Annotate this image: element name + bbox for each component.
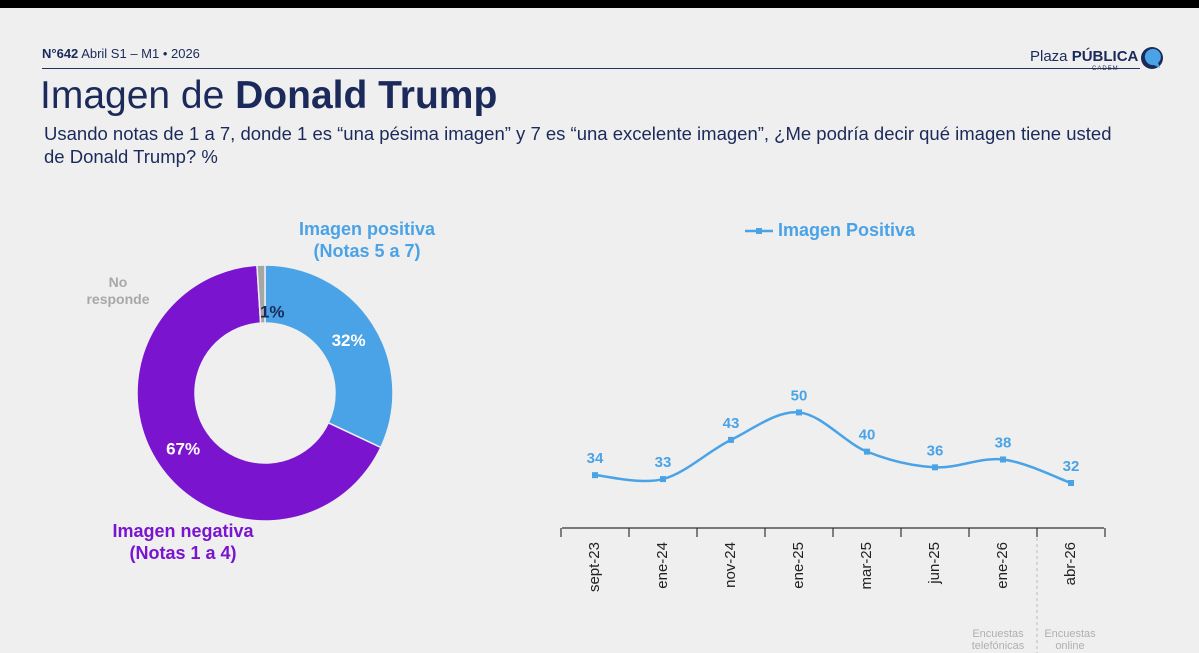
negative-label-title: Imagen negativa <box>112 521 254 541</box>
survey-question: Usando notas de 1 a 7, donde 1 es “una p… <box>44 123 1112 167</box>
brand-chat-icon <box>1141 47 1163 69</box>
data-point-mar-25 <box>864 448 870 455</box>
negative-label: Imagen negativa (Notas 1 a 4) <box>68 520 298 564</box>
data-label-abr-26: 32 <box>1063 458 1080 475</box>
x-tick-label-ene-26: ene-26 <box>994 542 1011 589</box>
footnote-online: Encuestas online <box>1044 628 1096 652</box>
issue-number: N°642 <box>42 46 79 61</box>
data-label-ene-24: 33 <box>655 454 672 471</box>
data-label-sept-23: 34 <box>587 450 604 467</box>
data-label-jun-25: 36 <box>927 442 944 459</box>
data-point-jun-25 <box>932 464 938 471</box>
slide: N°642 Abril S1 – M1 • 2026 Plaza PÚBLICA… <box>0 8 1199 653</box>
data-label-mar-25: 40 <box>859 427 876 444</box>
data-label-ene-26: 38 <box>995 434 1012 451</box>
issue-period: Abril S1 – M1 • 2026 <box>81 46 200 61</box>
line-chart: 34 33 43 50 40 36 38 32 sept-23 ene-24 nov-24 ene-2… <box>560 387 1106 653</box>
data-label-ene-25: 50 <box>791 387 808 404</box>
donut-slice-imagen-negativa <box>136 264 382 522</box>
positive-label-title: Imagen positiva <box>298 219 436 239</box>
donut-label-no-responde: 1% <box>260 302 285 321</box>
issue-info: N°642 Abril S1 – M1 • 2026 <box>42 46 200 61</box>
negative-label-range: (Notas 1 a 4) <box>129 543 237 563</box>
donut-label-imagen-positiva: 32% <box>332 331 366 350</box>
data-point-sept-23 <box>592 472 598 479</box>
x-tick-label-abr-26: abr-26 <box>1062 542 1079 585</box>
positive-label-range: (Notas 5 a 7) <box>313 241 421 261</box>
brand-sub: CADEM <box>1092 66 1119 72</box>
data-label-nov-24: 43 <box>723 415 740 432</box>
title-subject: Donald Trump <box>235 74 498 117</box>
brand-bold: PÚBLICA <box>1071 48 1139 65</box>
x-tick-label-mar-25: mar-25 <box>858 542 875 590</box>
data-point-ene-26 <box>1000 456 1006 463</box>
data-point-abr-26 <box>1068 480 1074 486</box>
title-prefix: Imagen de <box>40 74 236 117</box>
x-tick-label-ene-24: ene-24 <box>654 542 671 589</box>
legend-marker-icon <box>745 228 773 235</box>
x-tick-label-nov-24: nov-24 <box>722 542 739 588</box>
no-response-label: No responde <box>70 274 166 308</box>
data-point-ene-24 <box>660 476 666 483</box>
data-point-ene-25 <box>796 409 802 416</box>
line-legend: Imagen Positiva <box>745 220 915 241</box>
page-title: Imagen de Donald Trump <box>40 74 497 118</box>
no-response-label-line2: responde <box>86 291 150 307</box>
header-divider <box>42 68 1140 69</box>
donut-label-imagen-negativa: 67% <box>166 440 200 459</box>
data-point-nov-24 <box>728 436 734 443</box>
donut-slice-no-responde <box>256 264 266 324</box>
no-response-label-line1: No <box>108 274 128 290</box>
x-tick-label-ene-25: ene-25 <box>790 542 807 589</box>
x-tick-label-sept-23: sept-23 <box>586 542 603 592</box>
positive-label: Imagen positiva (Notas 5 a 7) <box>262 218 472 262</box>
legend-label: Imagen Positiva <box>778 220 916 240</box>
brand-logo: Plaza PÚBLICA <box>1030 48 1138 65</box>
donut-slice-imagen-positiva <box>264 264 394 449</box>
x-tick-label-jun-25: jun-25 <box>926 542 943 585</box>
brand-light: Plaza <box>1030 48 1068 65</box>
donut-chart: 32% 67% 1% <box>136 264 394 522</box>
series-line-imagen-positiva <box>594 411 1072 485</box>
footnote-phone: Encuestas telefónicas <box>971 628 1025 652</box>
